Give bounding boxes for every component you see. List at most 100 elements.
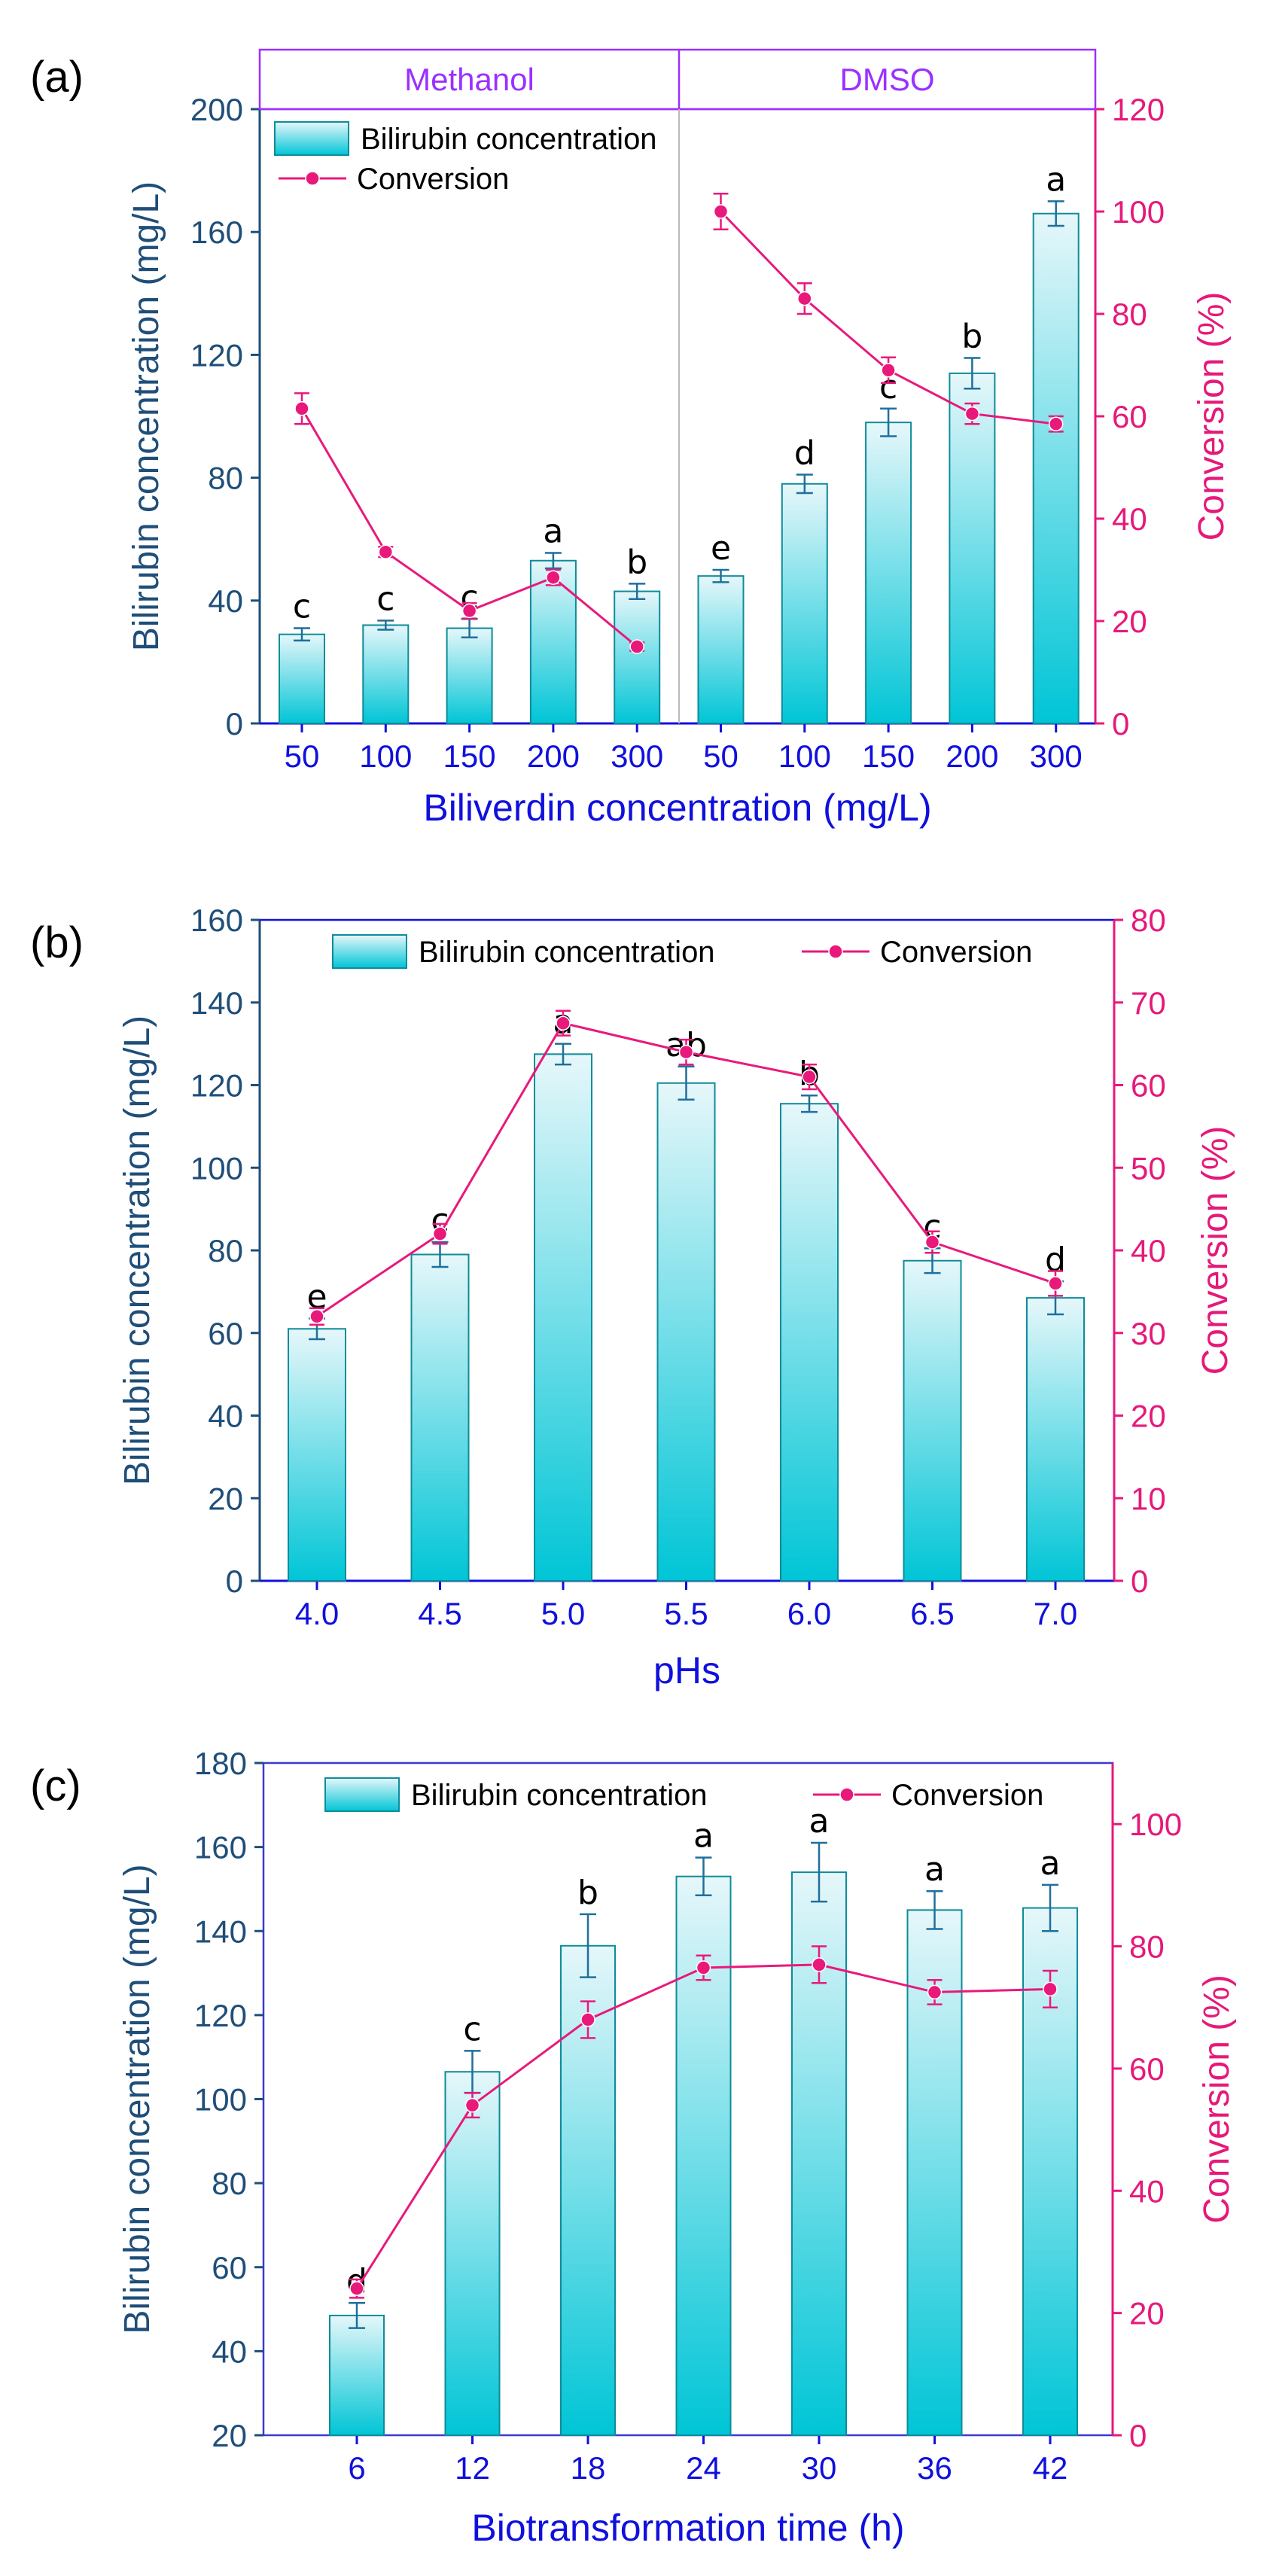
conversion-point bbox=[713, 204, 729, 219]
significance-letter: a bbox=[1040, 1844, 1061, 1883]
legend-bar-swatch bbox=[324, 1777, 400, 1812]
y-tick-label: 120 bbox=[194, 1998, 247, 2033]
significance-letter: a bbox=[924, 1850, 945, 1889]
x-tick-label: 50 bbox=[703, 738, 739, 774]
bar bbox=[903, 1259, 962, 1582]
group-header: Methanol DMSO bbox=[258, 48, 1097, 111]
legend-line-label: Conversion bbox=[357, 163, 509, 196]
x-tick-label: 30 bbox=[802, 2450, 837, 2486]
y2-tick-label: 40 bbox=[1112, 501, 1147, 537]
x-tick-label: 42 bbox=[1033, 2450, 1068, 2486]
y-tick-label: 160 bbox=[194, 1830, 247, 1865]
y2-axis-title: Conversion (%) bbox=[1197, 1975, 1237, 2224]
y-tick-label: 40 bbox=[208, 1399, 243, 1434]
x-tick-label: 100 bbox=[359, 738, 412, 774]
conversion-point bbox=[696, 1960, 711, 1975]
conversion-point bbox=[812, 1957, 827, 1972]
x-tick-label: 7.0 bbox=[1034, 1596, 1077, 1631]
x-tick-label: 300 bbox=[611, 738, 663, 774]
y-tick-label: 100 bbox=[190, 1150, 243, 1186]
y-tick-label: 80 bbox=[208, 1233, 243, 1268]
legend-bar-label: Bilirubin concentration bbox=[419, 936, 715, 969]
conversion-point bbox=[678, 1044, 694, 1060]
x-tick-label: 150 bbox=[862, 738, 915, 774]
group-label-dmso: DMSO bbox=[840, 62, 935, 97]
legend: Bilirubin concentration Conversion bbox=[324, 1777, 1043, 1812]
y2-tick-label: 20 bbox=[1129, 2296, 1165, 2331]
x-tick-label: 100 bbox=[778, 738, 831, 774]
panel-label: (a) bbox=[30, 53, 84, 102]
conversion-point bbox=[802, 1069, 817, 1085]
conversion-point bbox=[629, 639, 644, 654]
y-tick-label: 20 bbox=[208, 1481, 243, 1516]
significance-letter: a bbox=[693, 1817, 714, 1856]
bar bbox=[865, 422, 912, 724]
conversion-point bbox=[881, 363, 896, 378]
y2-tick-label: 80 bbox=[1112, 297, 1147, 332]
significance-letter: d bbox=[794, 434, 815, 473]
x-tick-label: 4.0 bbox=[295, 1596, 339, 1631]
bar bbox=[529, 559, 577, 725]
y2-tick-label: 30 bbox=[1131, 1316, 1166, 1351]
conversion-point bbox=[580, 2012, 595, 2027]
bar bbox=[410, 1253, 470, 1582]
y-axis-title: Bilirubin concentration (mg/L) bbox=[117, 1864, 157, 2334]
significance-letter: b bbox=[626, 543, 647, 581]
y-tick-label: 0 bbox=[226, 706, 243, 741]
y2-tick-label: 10 bbox=[1131, 1481, 1166, 1516]
y2-tick-label: 20 bbox=[1131, 1399, 1166, 1434]
x-tick-label: 200 bbox=[527, 738, 580, 774]
group-header-frame bbox=[258, 48, 1097, 111]
bar bbox=[362, 624, 410, 724]
y-tick-label: 160 bbox=[190, 215, 243, 250]
conversion-point bbox=[432, 1226, 448, 1241]
legend-bar-label: Bilirubin concentration bbox=[411, 1779, 708, 1812]
conversion-point bbox=[924, 1235, 940, 1250]
legend-line-marker bbox=[839, 1787, 854, 1802]
bar bbox=[656, 1082, 716, 1582]
significance-letter: a bbox=[809, 1802, 830, 1841]
bar bbox=[444, 2071, 501, 2437]
y2-tick-label: 80 bbox=[1129, 1929, 1165, 1965]
y-tick-label: 80 bbox=[212, 2166, 247, 2201]
bar bbox=[614, 590, 661, 724]
significance-letter: a bbox=[543, 513, 563, 551]
y-tick-label: 40 bbox=[208, 583, 243, 619]
significance-letter: c bbox=[376, 580, 394, 618]
bar bbox=[780, 1103, 839, 1582]
significance-letter: c bbox=[293, 588, 311, 626]
conversion-point bbox=[1048, 416, 1064, 431]
panel-label: (b) bbox=[30, 918, 84, 967]
y2-tick-label: 70 bbox=[1131, 985, 1166, 1021]
y2-tick-label: 40 bbox=[1129, 2173, 1165, 2209]
legend-line-label: Conversion bbox=[880, 936, 1032, 969]
chart-panel-3: 20 40 60 80 100 120 140 160 180 0 20 40 60 80 100 6 12 18… bbox=[30, 1746, 1237, 2549]
conversion-point bbox=[349, 2281, 364, 2296]
bar bbox=[1032, 212, 1080, 725]
x-tick-label: 4.5 bbox=[418, 1596, 461, 1631]
bar bbox=[446, 627, 493, 725]
legend-bar-label: Bilirubin concentration bbox=[361, 123, 657, 156]
significance-letter: c bbox=[463, 2010, 481, 2048]
x-tick-label: 150 bbox=[443, 738, 496, 774]
x-tick-label: 24 bbox=[686, 2450, 721, 2486]
x-axis-title: pHs bbox=[653, 1649, 720, 1691]
legend-bar-swatch bbox=[332, 934, 407, 969]
y-axis-title: Bilirubin concentration (mg/L) bbox=[126, 181, 166, 651]
legend-line-label: Conversion bbox=[891, 1779, 1043, 1812]
conversion-point bbox=[1048, 1276, 1063, 1291]
conversion-point bbox=[546, 570, 561, 585]
legend-bar-swatch bbox=[274, 121, 349, 156]
x-tick-label: 300 bbox=[1030, 738, 1083, 774]
significance-letter: e bbox=[711, 529, 731, 568]
significance-letter: a bbox=[1046, 160, 1066, 199]
y-axis-title: Bilirubin concentration (mg/L) bbox=[117, 1015, 157, 1485]
y2-tick-label: 120 bbox=[1112, 92, 1165, 127]
y-tick-label: 40 bbox=[212, 2334, 247, 2369]
x-tick-label: 6 bbox=[348, 2450, 365, 2486]
bar bbox=[949, 372, 996, 724]
conversion-point bbox=[927, 1984, 943, 2000]
conversion-point bbox=[378, 544, 394, 559]
y2-tick-label: 50 bbox=[1131, 1150, 1166, 1186]
